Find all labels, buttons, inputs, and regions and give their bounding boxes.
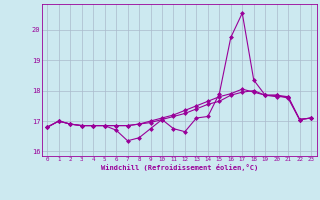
X-axis label: Windchill (Refroidissement éolien,°C): Windchill (Refroidissement éolien,°C) [100, 164, 258, 171]
